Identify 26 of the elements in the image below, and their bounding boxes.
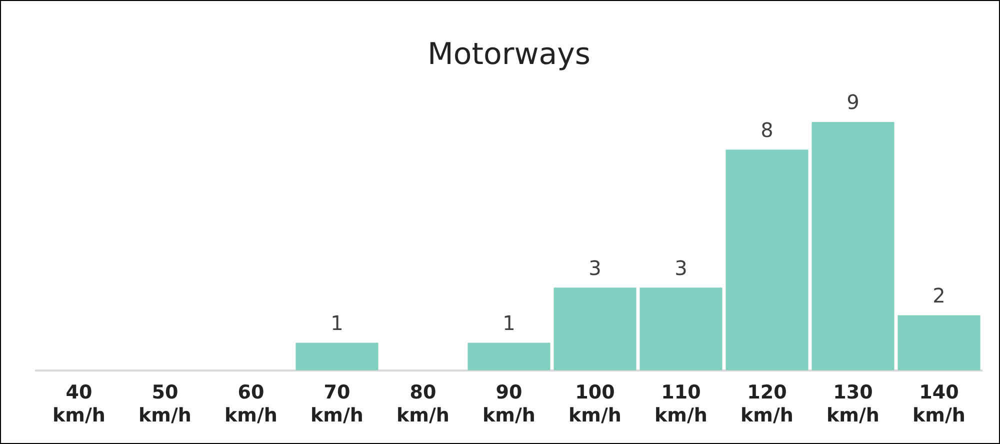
data-label: 8 [760, 118, 774, 142]
bar [812, 122, 894, 370]
chart-title: Motorways [428, 36, 590, 72]
bar [640, 288, 722, 370]
x-tick-label: 100 km/h [568, 382, 622, 427]
bar [726, 150, 808, 370]
data-label: 1 [330, 311, 344, 336]
data-label: 9 [846, 90, 860, 114]
data-label: 3 [674, 256, 688, 280]
x-tick-label: 60 km/h [224, 382, 278, 427]
bar [296, 342, 378, 370]
x-tick-label: 120 km/h [740, 382, 794, 427]
bar [468, 342, 550, 370]
x-tick-label: 130 km/h [826, 382, 880, 427]
data-label: 1 [502, 311, 516, 336]
bar [554, 288, 636, 370]
x-tick-label: 90 km/h [482, 382, 536, 427]
x-tick-label: 140 km/h [912, 382, 966, 427]
x-tick-label: 80 km/h [396, 382, 450, 427]
x-tick-label: 70 km/h [310, 382, 364, 427]
data-label: 3 [588, 256, 602, 280]
data-label: 2 [932, 283, 946, 308]
bar [898, 315, 980, 370]
x-tick-label: 110 km/h [654, 382, 708, 427]
x-tick-label: 50 km/h [138, 382, 192, 427]
x-tick-label: 40 km/h [52, 382, 106, 427]
